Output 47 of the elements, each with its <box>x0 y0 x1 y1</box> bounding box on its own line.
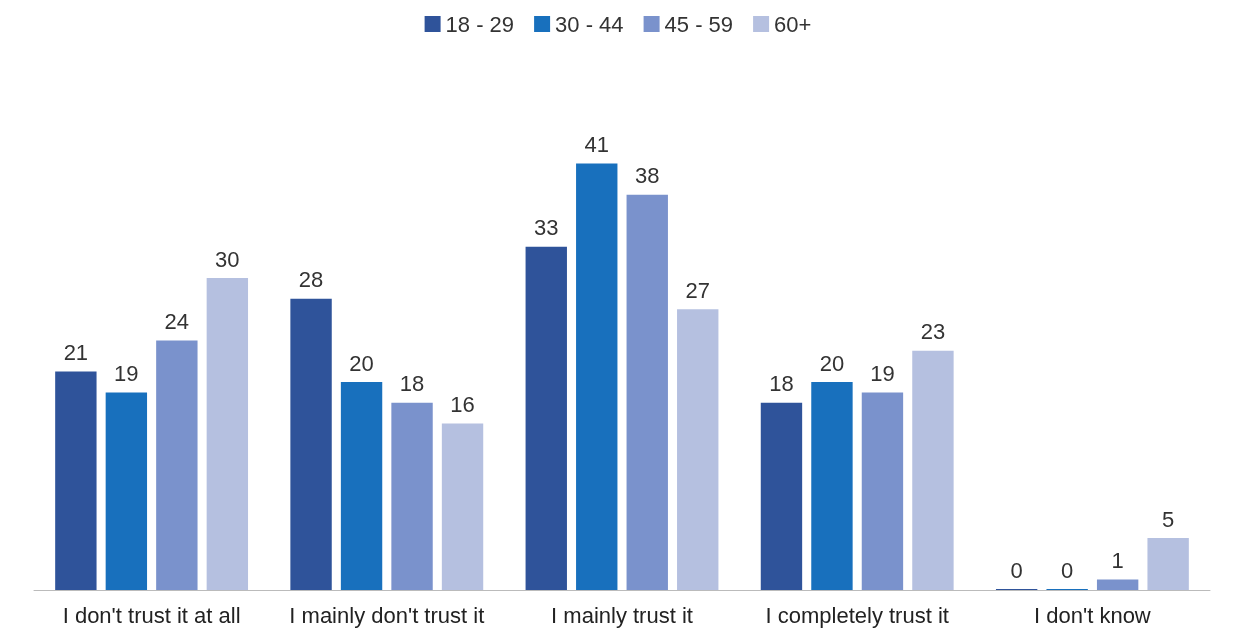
bar <box>861 392 904 590</box>
bar <box>912 350 954 590</box>
bar <box>441 423 484 590</box>
data-label: 16 <box>450 392 475 418</box>
bar <box>525 246 567 590</box>
data-label: 23 <box>920 319 946 345</box>
data-label: 38 <box>635 163 660 189</box>
data-label: 33 <box>534 215 559 241</box>
data-label: 30 <box>215 246 240 272</box>
bar <box>1147 538 1189 590</box>
data-label: 21 <box>63 340 89 366</box>
x-tick-label: I completely trust it <box>765 602 949 628</box>
legend-label: 18 - 29 <box>445 11 515 37</box>
bar <box>626 194 668 590</box>
data-label: 1 <box>1111 548 1124 574</box>
data-label: 5 <box>1162 506 1175 532</box>
bar <box>811 382 853 590</box>
bar <box>391 402 433 590</box>
bar <box>1096 579 1139 590</box>
data-label: 28 <box>298 267 324 293</box>
legend-label: 45 - 59 <box>664 11 734 37</box>
data-label: 20 <box>349 350 374 376</box>
data-label: 18 <box>399 371 425 397</box>
x-tick-label: I mainly don't trust it <box>289 602 485 628</box>
bar <box>760 402 803 590</box>
bar <box>156 340 198 590</box>
data-label: 20 <box>819 350 845 376</box>
x-tick-label: I mainly trust it <box>551 602 693 628</box>
bar <box>340 382 383 590</box>
x-tick-label: I don't know <box>1034 602 1151 628</box>
data-label: 27 <box>685 277 710 303</box>
data-label: 24 <box>164 308 190 334</box>
bar <box>105 392 148 590</box>
bar <box>55 371 97 590</box>
x-tick-label: I don't trust it at all <box>62 602 241 628</box>
bar <box>206 278 249 590</box>
data-label: 19 <box>870 360 895 386</box>
legend-label: 30 - 44 <box>555 11 624 37</box>
legend-label: 60+ <box>774 11 812 37</box>
bar <box>576 163 618 590</box>
data-label: 41 <box>584 132 609 158</box>
data-label: 18 <box>769 371 794 397</box>
data-label: 0 <box>1061 557 1074 583</box>
data-label: 19 <box>114 360 139 386</box>
bar <box>290 298 332 590</box>
data-label: 0 <box>1010 557 1023 583</box>
bar <box>677 309 719 590</box>
